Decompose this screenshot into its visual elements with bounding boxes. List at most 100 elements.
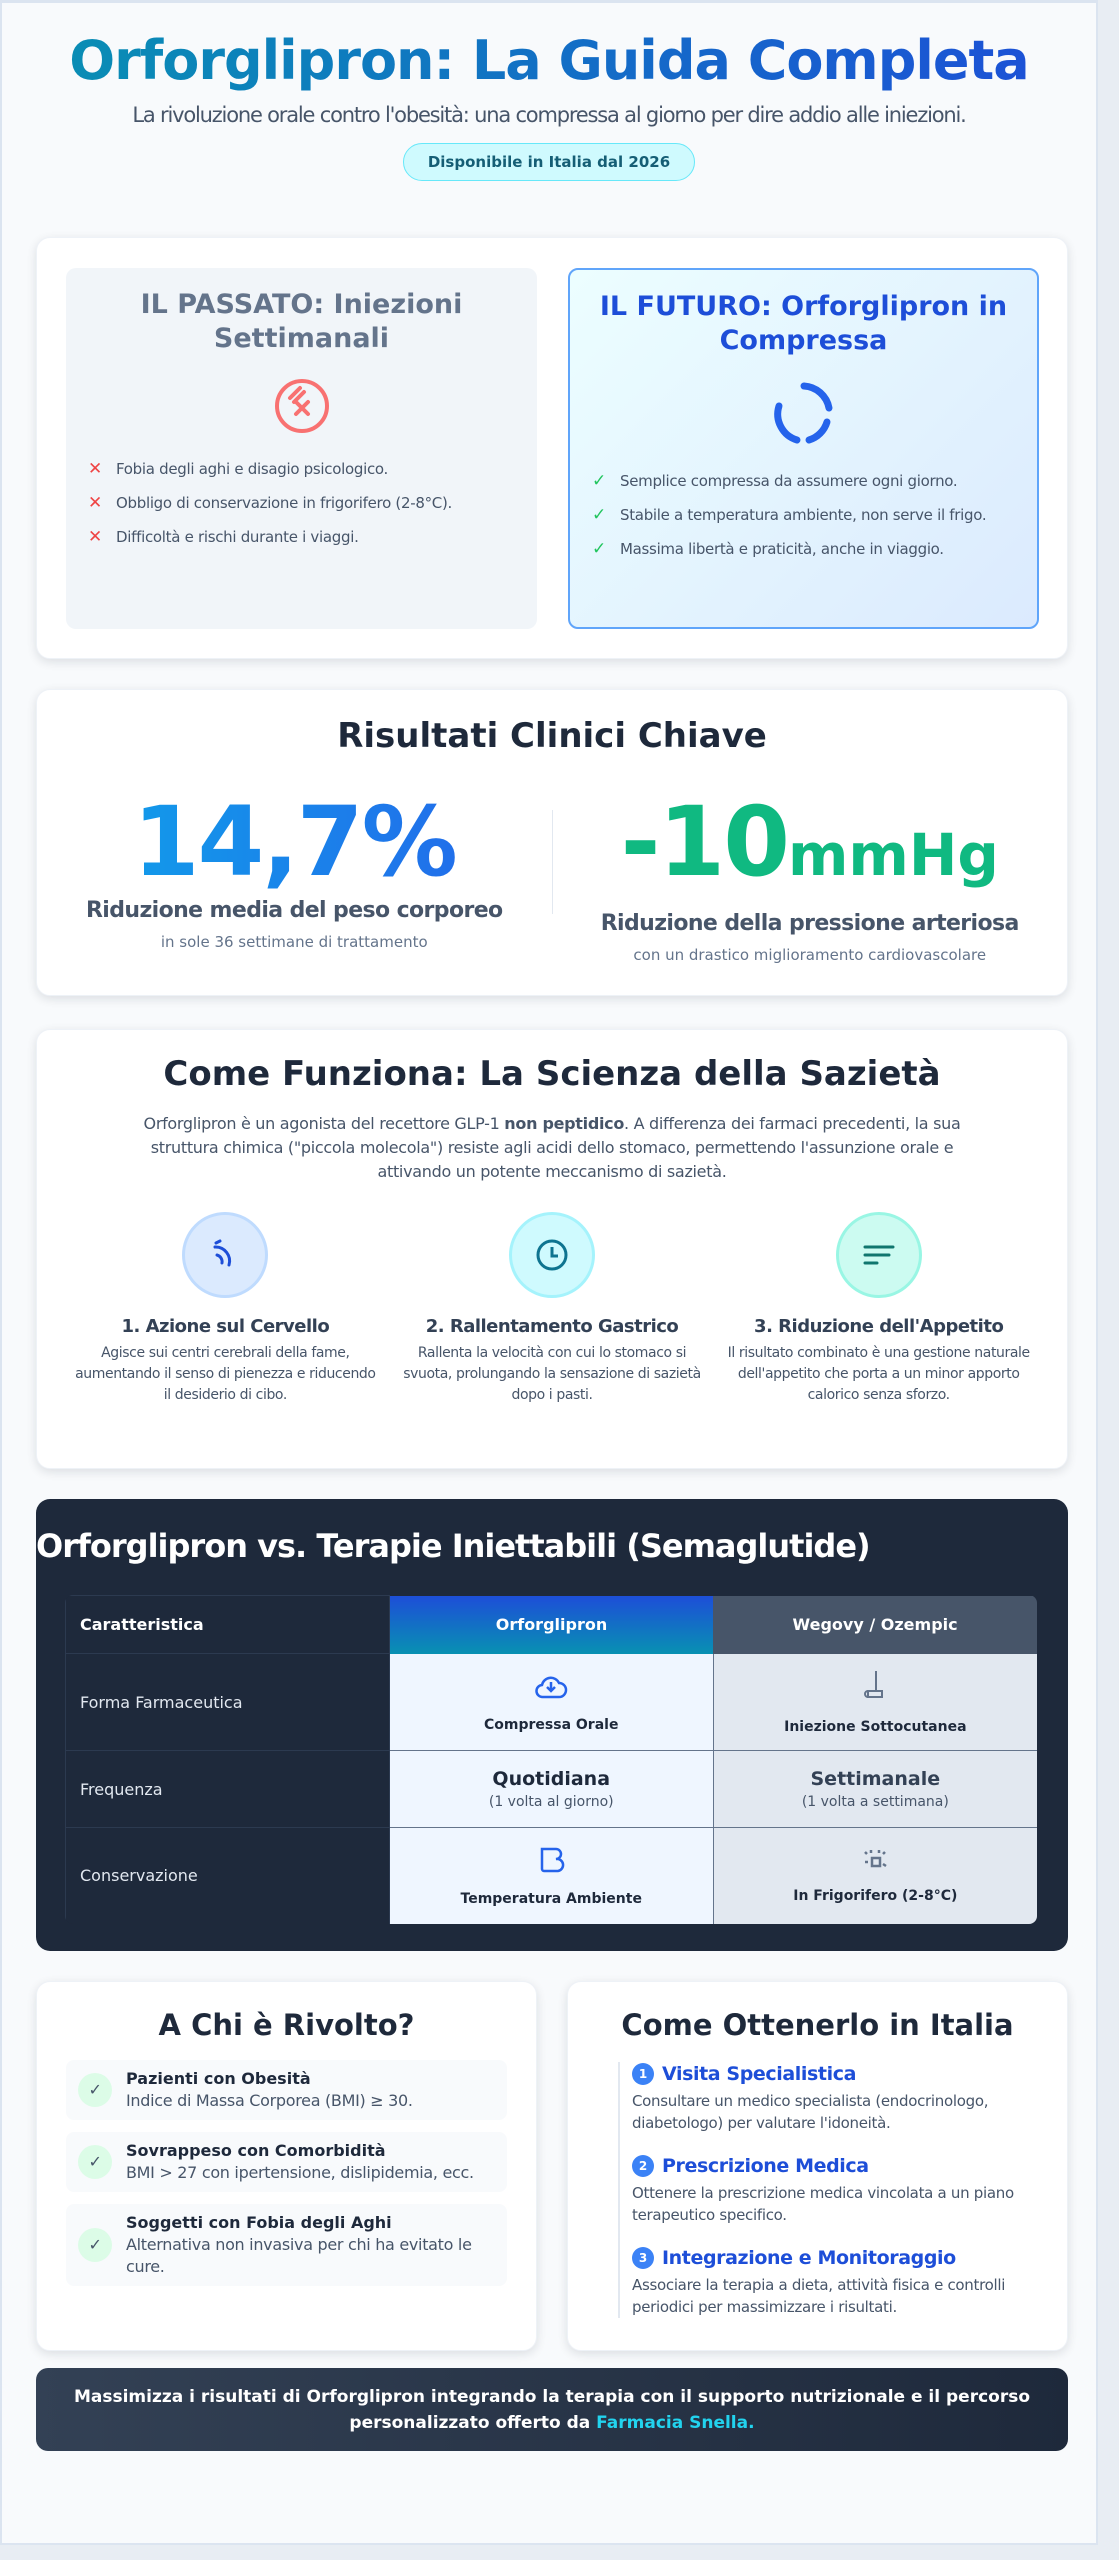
availability-badge: Disponibile in Italia dal 2026: [402, 143, 696, 181]
step-title: 1. Azione sul Cervello: [121, 1316, 330, 1337]
how-intro: Orforglipron è un agonista del recettore…: [143, 1114, 961, 1181]
step-title: 2. Rallentamento Gastrico: [425, 1316, 679, 1337]
table-cell: Compressa Orale: [389, 1653, 714, 1751]
table-cell: Settimanale (1 volta a settimana): [713, 1750, 1037, 1828]
cell-text: Compressa Orale: [484, 1716, 619, 1733]
table-cell: Iniezione Sottocutanea: [713, 1653, 1037, 1751]
stat-sub: in sole 36 settimane di trattamento: [160, 933, 428, 951]
list-item: ✓ Pazienti con Obesità Indice di Massa Cor…: [66, 2060, 507, 2120]
lines-icon: [835, 1212, 922, 1298]
refresh-cycle-icon: [592, 378, 1015, 448]
target-card: A Chi è Rivolto? ✓ Pazienti con Obesità In…: [36, 1981, 537, 2351]
list-item: ✓ Semplice compressa da assumere ogni gio…: [592, 471, 958, 491]
stat-unit: mmHg: [788, 821, 999, 889]
check-icon: ✓: [592, 539, 606, 559]
table-cell: Temperatura Ambiente: [389, 1827, 714, 1924]
step-title: Integrazione e Monitoraggio: [662, 2247, 956, 2269]
timeline-step: 3 Integrazione e Monitoraggio Associare la…: [632, 2246, 1049, 2318]
how-it-works-card: Come Funziona: La Scienza della Sazietà …: [36, 1029, 1068, 1469]
results-title: Risultati Clinici Chiave: [337, 716, 767, 756]
list-item: ✕ Difficoltà e rischi durante i viaggi.: [88, 527, 359, 547]
past-title: IL PASSATO: Iniezioni Settimanali: [140, 289, 463, 354]
row-label: Conservazione: [65, 1827, 390, 1924]
pill-download-icon: [535, 1676, 568, 1698]
syringe-icon: [864, 1670, 884, 1698]
list-item: ✓ Stabile a temperatura ambiente, non ser…: [592, 505, 987, 525]
table-row: Conservazione Temperatura Ambiente In Fr…: [65, 1827, 1037, 1924]
how-title: Come Funziona: La Scienza della Sazietà: [163, 1054, 941, 1094]
stat-label: Riduzione media del peso corporeo: [85, 898, 503, 923]
step-text: Agisce sui centri cerebrali della fame, …: [75, 1345, 376, 1403]
page-subtitle: La rivoluzione orale contro l'obesità: u…: [132, 103, 966, 127]
table-cell: In Frigorifero (2-8°C): [713, 1827, 1037, 1924]
step-text: Rallenta la velocità con cui lo stomaco …: [403, 1345, 701, 1403]
table-row: Frequenza Quotidiana (1 volta al giorno) …: [65, 1750, 1037, 1828]
past-box: IL PASSATO: Iniezioni Settimanali ✕ Fobia…: [66, 268, 537, 629]
step-title: 3. Riduzione dell'Appetito: [754, 1316, 1004, 1337]
divider: [551, 810, 553, 914]
stat-label: Riduzione della pressione arteriosa: [600, 911, 1020, 936]
cell-text: Settimanale: [810, 1768, 941, 1790]
step-text: Consultare un medico specialista (endocr…: [632, 2092, 989, 2132]
column-header: Orforglipron: [389, 1595, 714, 1654]
snowflake-icon: [864, 1849, 888, 1867]
box-icon: [540, 1847, 565, 1872]
list-item: ✕ Fobia degli aghi e disagio psicologico.: [88, 459, 388, 479]
step-text: Ottenere la prescrizione medica vincolat…: [632, 2184, 1014, 2224]
target-title: A Chi è Rivolto?: [158, 2008, 415, 2042]
list-item: ✓ Soggetti con Fobia degli Aghi Alternativ…: [66, 2204, 507, 2286]
how-to-get-card: Come Ottenerlo in Italia 1 Visita Special…: [567, 1981, 1068, 2351]
stat-value: 14,7%: [132, 786, 456, 898]
table-cell: Quotidiana (1 volta al giorno): [389, 1750, 714, 1828]
table-row: Forma Farmaceutica Compressa Orale Iniez…: [65, 1653, 1037, 1751]
cell-subtext: (1 volta a settimana): [801, 1794, 949, 1810]
step-appetite: 3. Riduzione dell'Appetito Il risultato …: [715, 1212, 1042, 1406]
check-icon: ✓: [78, 2228, 112, 2262]
step-number: 1: [632, 2063, 654, 2085]
future-title: IL FUTURO: Orforglipron in Compressa: [599, 291, 1008, 356]
timeline-step: 1 Visita Specialistica Consultare un medic…: [632, 2062, 1049, 2134]
results-card: Risultati Clinici Chiave 14,7% Riduzione…: [36, 689, 1068, 996]
list-item: ✓ Sovrappeso con Comorbidità BMI > 27 con …: [66, 2132, 507, 2192]
stat-sub: con un drastico miglioramento cardiovasc…: [633, 946, 987, 964]
check-icon: ✓: [78, 2073, 112, 2107]
cell-text: Quotidiana: [492, 1768, 611, 1790]
timeline-step: 2 Prescrizione Medica Ottenere la prescriz…: [632, 2154, 1049, 2226]
list-item: ✓ Massima libertà e praticità, anche in v…: [592, 539, 944, 559]
row-label: Forma Farmaceutica: [65, 1653, 390, 1751]
x-icon: ✕: [88, 493, 102, 513]
x-icon: ✕: [88, 459, 102, 479]
hero: Orforglipron: La Guida Completa La rivol…: [2, 3, 1096, 181]
cell-text: In Frigorifero (2-8°C): [793, 1887, 958, 1904]
comparison-table: Caratteristica Orforglipron Wegovy / Oze…: [65, 1595, 1037, 1924]
future-box: IL FUTURO: Orforglipron in Compressa ✓ Se…: [568, 268, 1039, 629]
row-label: Frequenza: [65, 1750, 390, 1828]
step-title: Prescrizione Medica: [662, 2155, 869, 2177]
step-brain: 1. Azione sul Cervello Agisce sui centri…: [62, 1212, 389, 1406]
versus-card: Orforglipron vs. Terapie Iniettabili (Se…: [36, 1499, 1068, 1951]
versus-title: Orforglipron vs. Terapie Iniettabili (Se…: [36, 1527, 871, 1565]
column-header: Wegovy / Ozempic: [713, 1595, 1037, 1654]
pressure-stat: -10mmHg Riduzione della pressione arteri…: [553, 792, 1068, 964]
footer-banner: Massimizza i risultati di Orforglipron i…: [36, 2368, 1068, 2451]
stat-value: -10: [620, 786, 790, 898]
check-icon: ✓: [592, 471, 606, 491]
comparison-card: IL PASSATO: Iniezioni Settimanali ✕ Fobia…: [36, 237, 1068, 659]
step-number: 2: [632, 2155, 654, 2177]
page-title: Orforglipron: La Guida Completa: [2, 27, 1096, 95]
weight-stat: 14,7% Riduzione media del peso corporeo …: [37, 792, 552, 964]
cell-text: Iniezione Sottocutanea: [784, 1718, 967, 1735]
brain-signal-icon: [182, 1212, 269, 1298]
timeline: 1 Visita Specialistica Consultare un medic…: [618, 2062, 1049, 2318]
cell-text: Temperatura Ambiente: [460, 1890, 642, 1907]
check-icon: ✓: [592, 505, 606, 525]
check-icon: ✓: [78, 2145, 112, 2179]
step-text: Il risultato combinato è una gestione na…: [727, 1345, 1031, 1403]
step-gastric: 2. Rallentamento Gastrico Rallenta la ve…: [389, 1212, 716, 1406]
how-to-get-title: Come Ottenerlo in Italia: [621, 2008, 1014, 2042]
list-item: ✕ Obbligo di conservazione in frigorifero…: [88, 493, 452, 513]
x-icon: ✕: [88, 527, 102, 547]
cell-subtext: (1 volta al giorno): [488, 1794, 614, 1810]
column-header: Caratteristica: [65, 1595, 390, 1654]
step-text: Associare la terapia a dieta, attività f…: [632, 2276, 1006, 2316]
